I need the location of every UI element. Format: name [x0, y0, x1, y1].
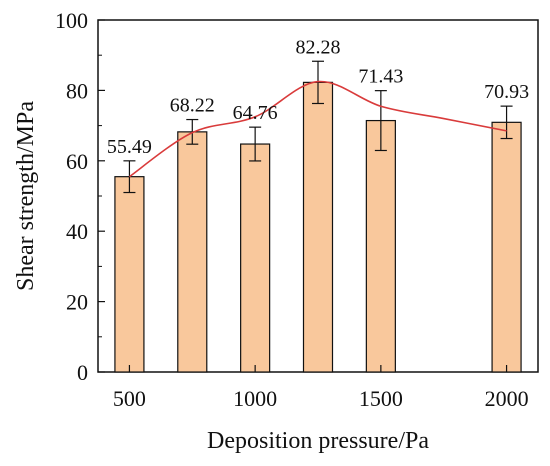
x-tick-label: 2000	[485, 386, 529, 411]
y-tick-label: 40	[66, 219, 88, 244]
bar	[240, 143, 271, 373]
x-axis-label: Deposition pressure/Pa	[207, 428, 429, 454]
data-label: 68.22	[170, 95, 215, 117]
error-bar	[374, 90, 387, 152]
bar	[302, 81, 334, 373]
y-tick-label: 20	[66, 290, 88, 315]
y-tick-label: 100	[55, 8, 88, 33]
y-axis-label: Shear strength/MPa	[13, 101, 39, 291]
y-tick-label: 80	[66, 78, 88, 103]
bar	[491, 121, 522, 373]
bar	[177, 131, 208, 373]
data-label: 64.76	[233, 102, 278, 124]
x-tick-label: 500	[113, 386, 146, 411]
data-label: 82.28	[296, 36, 341, 58]
error-bar	[123, 160, 136, 194]
y-tick-label: 0	[77, 360, 88, 385]
trend-line	[128, 80, 507, 178]
x-tick-label: 1000	[233, 386, 277, 411]
data-label: 71.43	[358, 66, 403, 88]
error-bar	[500, 105, 513, 140]
bar	[365, 119, 396, 373]
error-bar	[249, 126, 262, 162]
x-tick-label: 1500	[359, 386, 403, 411]
bar	[114, 176, 145, 373]
y-tick-label: 60	[66, 149, 88, 174]
data-label: 70.93	[484, 81, 529, 103]
data-label: 55.49	[107, 136, 152, 158]
